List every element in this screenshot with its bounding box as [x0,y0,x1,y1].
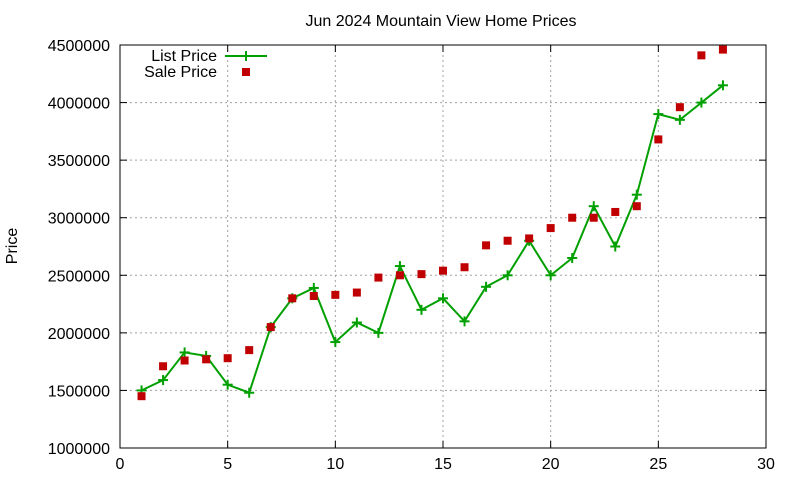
data-point-list-price [674,114,685,125]
data-point-list-price [502,270,513,281]
y-tick-labels: 1000000 1500000 2000000 2500000 3000000 35000… [48,38,110,458]
data-point-sale-price [374,273,383,282]
legend-label-list-price: List Price [151,48,217,65]
data-point-sale-price [568,213,577,222]
x-tick-label: 30 [757,456,775,473]
data-point-list-price [158,375,169,386]
legend-sample-sale-price [242,68,250,76]
plot-frame [119,44,767,449]
data-point-list-price [481,281,492,292]
series-layer [136,45,728,401]
y-axis-label: Price [4,228,21,265]
data-point-list-price [459,316,470,327]
legend-marker-list-price [241,51,251,61]
data-point-sale-price [503,236,512,245]
x-tick-label: 25 [649,456,667,473]
data-point-sale-price [439,266,447,275]
data-point-sale-price [417,270,426,279]
data-point-list-price [222,379,233,390]
legend: List Price Sale Price [144,48,267,81]
data-point-list-price [717,80,728,91]
y-tick-label: 3500000 [48,153,110,170]
data-point-sale-price [697,51,706,60]
data-point-sale-price [266,323,275,332]
grid-lines [120,45,766,448]
data-point-sale-price [352,288,361,297]
x-tick-label: 10 [326,456,344,473]
x-tick-label: 0 [116,456,125,473]
legend-marker-sale-price [242,68,250,76]
legend-sample-list-price [225,51,267,61]
data-point-sale-price [137,392,146,401]
y-tick-label: 1500000 [48,383,110,400]
data-point-sale-price [180,356,189,365]
data-point-list-price [308,282,319,293]
y-tick-label: 3000000 [48,211,110,228]
data-point-sale-price [718,45,727,54]
y-tick-label: 2500000 [48,268,110,285]
data-point-sale-price [309,292,318,301]
data-point-sale-price [611,207,620,216]
data-point-list-price [394,261,405,272]
data-point-sale-price [525,234,534,243]
y-tick-label: 4500000 [48,38,110,55]
x-tick-labels: 0 5 10 15 20 25 30 [116,456,775,473]
x-tick-label: 5 [223,456,232,473]
data-point-list-price [631,189,642,200]
data-point-sale-price [159,362,168,371]
data-point-sale-price [589,213,598,222]
data-point-sale-price [675,103,684,112]
chart-title: Jun 2024 Mountain View Home Prices [306,13,577,30]
data-point-list-price [696,97,707,108]
y-tick-label: 1000000 [48,441,110,458]
data-point-list-price [244,387,255,398]
data-point-list-price [416,304,427,315]
data-point-list-price [567,253,578,264]
data-point-list-price [610,241,621,252]
data-point-sale-price [632,202,641,211]
data-point-sale-price [546,224,555,233]
y-tick-label: 4000000 [48,96,110,113]
data-point-list-price [330,337,341,348]
data-point-sale-price [202,355,211,364]
x-tick-label: 15 [434,456,452,473]
series-line-list-price [141,84,724,395]
data-point-list-price [653,109,664,120]
data-point-sale-price [482,241,491,250]
data-point-sale-price [223,354,232,363]
y-tick-label: 2000000 [48,326,110,343]
data-point-list-price [545,270,556,281]
data-point-list-price [373,327,384,338]
legend-label-sale-price: Sale Price [144,64,217,81]
x-tick-label: 20 [542,456,560,473]
data-point-list-price [179,347,190,358]
data-point-list-price [438,293,448,304]
axes [119,44,767,449]
data-point-sale-price [654,135,663,144]
data-point-list-price [351,317,362,328]
data-point-sale-price [245,346,254,355]
data-point-sale-price [288,294,297,303]
data-point-sale-price [395,271,404,280]
data-point-sale-price [331,290,340,299]
data-point-sale-price [460,263,469,272]
data-point-list-price [588,201,599,212]
